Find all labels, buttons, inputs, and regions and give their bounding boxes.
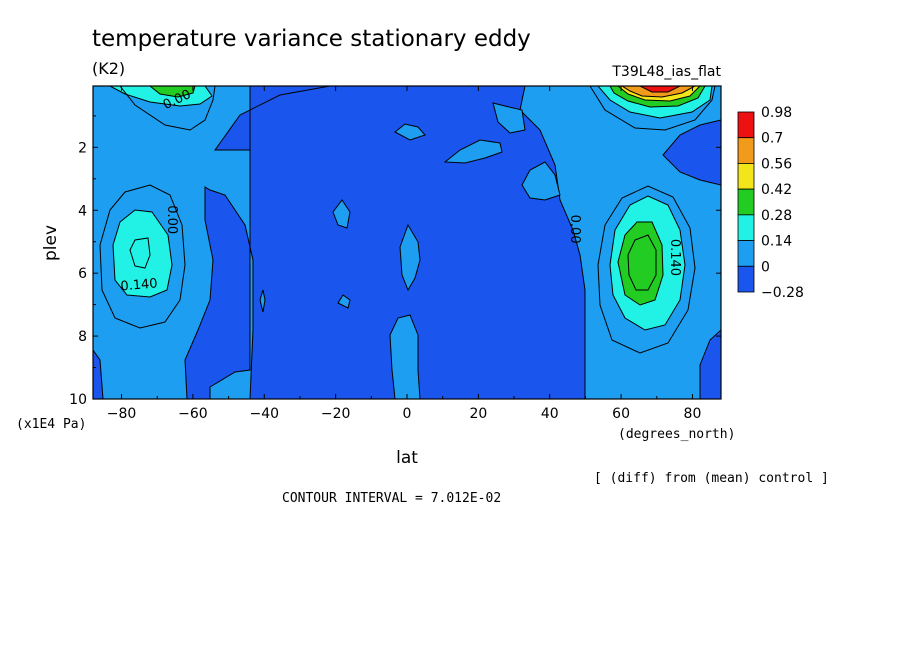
y-axis-label: plev [41,225,61,261]
sh-strat-level2 [149,86,196,98]
colorbar-label: 0.98 [761,105,792,121]
contour-line-nh-outer [597,185,696,354]
contour-interval: CONTOUR INTERVAL = 7.012E-02 [282,491,501,506]
positive-island-9 [389,314,421,399]
colorbar-swatch [737,111,755,139]
x-axis-label: lat [396,448,418,468]
units-label: (K2) [92,59,125,78]
x-axis-units: (degrees_north) [618,427,735,442]
positive-island-6 [399,223,421,292]
run-label: T39L48_ias_flat [611,64,721,80]
plot-area [93,86,721,399]
x-tick-label: 40 [541,406,559,422]
positive-island-7 [337,294,351,309]
x-tick-label: −40 [249,406,279,422]
y-tick-label: 8 [78,329,87,345]
positive-island-3 [492,102,526,134]
positive-island-1 [394,123,426,141]
y-tick-label: 2 [78,140,87,156]
colorbar-label: 0.42 [761,182,792,198]
y-axis-units: (x1E4 Pa) [16,417,86,432]
positive-island-2 [443,139,503,164]
contour-line-sh-outer [99,184,186,329]
colorbar-swatch [737,188,755,216]
contour-label: 0.140 [667,239,682,276]
colorbar-label: −0.28 [761,285,804,301]
colorbar: 0.98 0.7 0.56 0.42 0.28 0.14 0 −0.28 [737,105,804,301]
colorbar-swatch [737,265,755,293]
contour-line-nh-strat [589,86,716,131]
negative-region-sh-pole [93,349,104,399]
negative-region-nh-upper [662,119,721,186]
positive-island-4 [521,161,561,201]
x-tick-label: 60 [612,406,630,422]
contour-line-nh-inner [627,234,657,291]
diff-note: [ (diff) from (mean) control ] [594,471,829,486]
x-tick-label: 80 [684,406,702,422]
y-axis: 2 4 6 8 10 [69,115,721,408]
positive-island-8 [259,289,266,313]
colorbar-label: 0.56 [761,156,792,172]
contour-line-sh-strat [119,86,216,131]
y-tick-label: 6 [78,266,87,282]
x-tick-label: 20 [469,406,487,422]
colorbar-swatch [737,137,755,164]
nh-strat-level5 [639,86,681,93]
positive-island-5 [332,199,351,229]
colorbar-swatch [737,214,755,241]
x-tick-label: −80 [107,406,137,422]
colorbar-swatch [737,240,755,267]
colorbar-label: 0.28 [761,208,792,224]
x-tick-label: −60 [178,406,208,422]
contour-label: 0.140 [120,276,158,294]
contour-label: 0.00 [567,215,582,244]
y-tick-label: 10 [69,392,87,408]
negative-region-nh-lower [699,329,721,399]
colorbar-label: 0.7 [761,131,783,147]
x-tick-label: 0 [403,406,412,422]
colorbar-label: 0.14 [761,234,792,250]
colorbar-swatch [737,163,755,190]
colorbar-label: 0 [761,259,770,275]
contour-label: 0.00 [164,205,179,234]
y-tick-label: 4 [78,203,87,219]
x-tick-label: −20 [321,406,351,422]
x-axis: −80 −60 −40 −20 0 20 40 60 80 [107,86,702,422]
sh-maximum-inner [129,237,151,269]
negative-region-central [184,86,586,399]
chart-title: temperature variance stationary eddy [92,26,531,52]
negative-region-upper [214,86,331,151]
